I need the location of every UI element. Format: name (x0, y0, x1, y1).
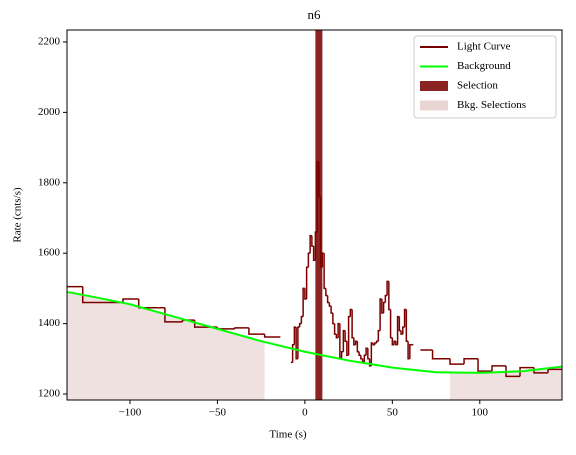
y-tick-label: 1800 (38, 176, 61, 188)
light-curve-step (477, 358, 493, 372)
light-curve-step (326, 295, 330, 304)
legend-label: Selection (457, 80, 498, 92)
light-curve-step (347, 315, 351, 356)
light-curve-step (298, 322, 302, 328)
light-curve-step (396, 315, 400, 345)
light-curve-step (505, 365, 521, 378)
light-curve-step (463, 358, 479, 365)
light-curve-step (374, 342, 377, 345)
x-axis-label: Time (s) (269, 429, 307, 441)
light-curve-step (248, 327, 265, 335)
light-curve-step (377, 329, 381, 342)
light-curve-step (402, 326, 405, 335)
legend-label: Bkg. Selections (457, 99, 526, 111)
bkg-selection (450, 366, 562, 400)
light-curve-step (263, 334, 281, 338)
light-curve-step (407, 341, 410, 360)
light-curve-step (365, 347, 368, 356)
y-tick-label: 1400 (38, 317, 61, 329)
x-tick-label: 100 (472, 407, 489, 419)
light-curve-step (319, 196, 323, 269)
light-curve-step (335, 334, 339, 339)
light-curve-step (358, 351, 361, 357)
light-curve-step (431, 350, 451, 360)
light-curve-step (372, 342, 375, 346)
background-curve (66, 290, 563, 374)
light-curve-step (354, 340, 358, 345)
x-tick-label: −100 (119, 407, 142, 419)
light-curve-step (367, 348, 370, 360)
light-curve-step (234, 327, 249, 329)
light-curve-step (370, 342, 374, 366)
legend-label: Light Curve (457, 41, 511, 53)
chart-title: n6 (308, 7, 322, 22)
light-curve-step (312, 246, 316, 261)
light-curve-step (305, 266, 309, 299)
light-curve-step (323, 253, 326, 290)
light-curve-step (81, 286, 123, 304)
bkg-selection (67, 291, 265, 400)
light-curve-step (363, 354, 367, 363)
light-curve-step (344, 330, 347, 342)
light-curve-step (403, 308, 407, 328)
legend-label: Background (457, 60, 511, 72)
y-tick-label: 2000 (38, 106, 61, 118)
light-curve-step (375, 340, 379, 343)
light-curve-step (368, 358, 372, 367)
light-curve-step (316, 160, 319, 233)
light-curve-step (360, 355, 363, 360)
light-curve-step (384, 294, 388, 303)
light-curve-step (181, 319, 195, 322)
light-curve-step (325, 288, 328, 297)
light-curve-step (349, 308, 353, 317)
x-tick-label: 0 (302, 407, 308, 419)
light-curve-step (297, 326, 300, 359)
light-curve-step (393, 340, 396, 345)
legend-swatch (420, 81, 448, 91)
light-curve-step (351, 309, 354, 339)
light-curve-step (449, 358, 465, 365)
light-curve-step (356, 341, 360, 353)
light-curve-step (409, 343, 412, 359)
x-tick-label: 50 (387, 407, 399, 419)
light-curve-step (137, 298, 165, 309)
light-curve-step (519, 366, 535, 377)
light-curve-step (304, 288, 307, 300)
light-curve-step (122, 298, 139, 303)
light-curve-step (337, 322, 340, 338)
selection (315, 30, 323, 400)
light-curve-step (300, 315, 304, 324)
light-curve-step (328, 302, 332, 307)
plot-frame (66, 29, 563, 401)
light-curve-step (164, 307, 183, 323)
light-curve-step (291, 343, 295, 363)
y-tick-label: 1200 (38, 388, 61, 400)
light-curve-step (382, 301, 386, 314)
light-curve-step (395, 341, 398, 346)
light-curve-step (311, 235, 314, 247)
light-curve-step (398, 316, 402, 332)
light-curve-step (333, 323, 337, 335)
light-curve-step (391, 337, 395, 346)
light-curve-step (307, 252, 311, 268)
y-tick-label: 2200 (38, 36, 61, 48)
light-curve-step (388, 281, 391, 311)
light-curve-step (389, 309, 393, 339)
light-curve-step (381, 298, 384, 314)
light-curve-step (295, 327, 298, 360)
light-curve-step (547, 368, 562, 373)
light-curve-step (332, 313, 335, 325)
y-tick-label: 1600 (38, 247, 61, 259)
light-curve-step (330, 306, 333, 314)
y-axis-label: Rate (cnts/s) (12, 187, 24, 243)
light-curve-step (405, 309, 409, 342)
legend-box (413, 35, 557, 119)
light-curve-step (491, 365, 507, 372)
light-curve-step (340, 351, 344, 359)
x-tick-label: −50 (209, 407, 227, 419)
legend-swatch (420, 100, 448, 111)
light-curve-step (353, 337, 356, 346)
